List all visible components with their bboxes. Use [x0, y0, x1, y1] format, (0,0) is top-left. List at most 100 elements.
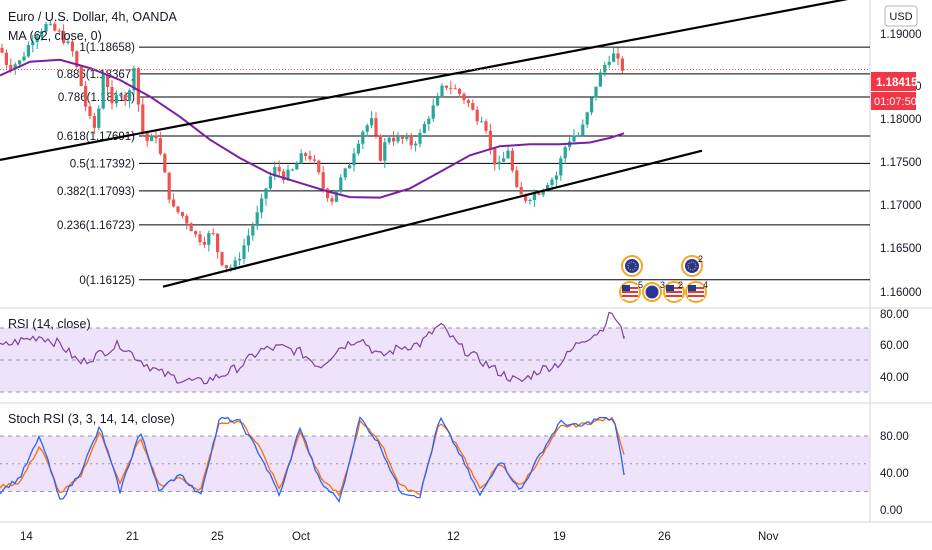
- svg-text:01:07:50: 01:07:50: [874, 96, 917, 108]
- candle-body: [502, 158, 506, 162]
- candle-body: [607, 61, 611, 65]
- candle-body: [216, 233, 220, 253]
- time-tick: 26: [658, 531, 671, 543]
- ma-line[interactable]: [0, 58, 625, 199]
- candle-body: [317, 160, 321, 173]
- time-tick: Oct: [292, 531, 311, 543]
- price-tick: 1.16500: [880, 243, 922, 255]
- candle-body: [299, 153, 303, 164]
- stoch-axis[interactable]: 80.00 40.00 0.00: [880, 431, 909, 517]
- candle-body: [57, 30, 61, 32]
- candle-body: [282, 171, 286, 181]
- price-tick: 1.19000: [880, 29, 922, 41]
- stoch-tick: 0.00: [880, 505, 902, 517]
- candle-body: [603, 64, 607, 73]
- rsi-tick: 80.00: [880, 309, 909, 321]
- candle-body: [537, 193, 541, 195]
- eu-flag-icon[interactable]: [621, 255, 643, 277]
- rsi-tick: 40.00: [880, 372, 909, 384]
- us-flag-icon[interactable]: [685, 281, 707, 303]
- candle-body: [141, 104, 145, 133]
- price-tick: 1.17500: [880, 157, 922, 169]
- eu-flag-icon[interactable]: [681, 255, 703, 277]
- candle-body: [378, 135, 382, 161]
- candle-body: [343, 168, 347, 178]
- candle-body: [136, 68, 140, 105]
- candle-body: [418, 132, 422, 144]
- fib-level-label: 0(1.16125): [79, 275, 135, 287]
- candle-body: [466, 100, 470, 104]
- candle-body: [70, 41, 74, 52]
- time-tick: 19: [553, 531, 566, 543]
- candle-body: [246, 235, 250, 246]
- price-tick: 1.17000: [880, 200, 922, 212]
- candlestick-series[interactable]: [0, 20, 624, 273]
- candle-body: [31, 42, 35, 46]
- time-axis[interactable]: 14 21 25 Oct 12 19 26 Nov: [20, 531, 779, 543]
- candle-body: [308, 155, 312, 160]
- candle-body: [255, 212, 259, 226]
- rsi-axis[interactable]: 80.00 60.00 40.00: [880, 309, 909, 384]
- candle-body: [616, 53, 620, 59]
- last-price-label: 1.18415: [871, 72, 918, 91]
- candle-body: [541, 189, 545, 195]
- candle-body: [290, 169, 294, 171]
- fib-level-label: 0.786(1.18116): [58, 92, 135, 104]
- us-flag-icon[interactable]: [619, 281, 641, 303]
- price-axis[interactable]: 1.19000 1.18500 1.18000 1.17500 1.17000 …: [880, 29, 922, 299]
- candle-body: [251, 225, 255, 236]
- eu-flag-icon[interactable]: [642, 282, 662, 302]
- time-tick: 25: [211, 531, 224, 543]
- candle-body: [321, 172, 325, 189]
- candle-body: [176, 206, 180, 213]
- us-flag-icon[interactable]: [663, 281, 685, 303]
- candle-body: [233, 260, 237, 268]
- rsi-title[interactable]: RSI (14, close): [8, 317, 91, 331]
- candle-body: [348, 165, 352, 169]
- candle-body: [92, 116, 96, 128]
- candle-body: [198, 234, 202, 243]
- candle-body: [515, 170, 519, 188]
- channel-lower-line[interactable]: [162, 149, 703, 288]
- candle-body: [26, 45, 30, 57]
- candle-body: [123, 94, 127, 101]
- candle-body: [220, 252, 224, 266]
- candle-body: [484, 121, 488, 131]
- candle-body: [53, 23, 57, 31]
- candle-body: [4, 52, 8, 65]
- fib-level-label: 0.5(1.17392): [70, 158, 135, 170]
- rsi-line[interactable]: [0, 311, 625, 385]
- candle-body: [185, 216, 189, 224]
- candle-body: [180, 212, 184, 217]
- stoch-k-line[interactable]: [0, 416, 625, 504]
- candle-body: [519, 187, 523, 195]
- candle-body: [400, 137, 404, 139]
- candle-body: [475, 109, 479, 122]
- candle-body: [286, 169, 290, 181]
- fib-retracement[interactable]: 1(1.18658)0.886(1.18367)0.786(1.18116)0.…: [57, 42, 870, 287]
- channel-upper-line[interactable]: [0, 0, 856, 162]
- currency-button[interactable]: USD: [884, 5, 918, 27]
- candle-body: [119, 94, 123, 96]
- candle-body: [330, 198, 334, 202]
- candle-body: [352, 153, 356, 166]
- candle-body: [128, 90, 132, 101]
- candle-body: [559, 158, 563, 176]
- event-count-badge: 2: [698, 254, 703, 264]
- stoch-tick: 80.00: [880, 431, 909, 443]
- candle-body: [114, 95, 118, 104]
- economic-events[interactable]: 2 5 3 2 4: [619, 254, 708, 303]
- candle-body: [510, 150, 514, 171]
- candle-body: [48, 23, 52, 25]
- candle-body: [88, 106, 92, 117]
- candle-body: [493, 148, 497, 165]
- event-count-badge: 5: [638, 280, 643, 290]
- candle-body: [383, 142, 387, 161]
- stoch-rsi-title[interactable]: Stoch RSI (3, 3, 14, 14, close): [8, 412, 175, 426]
- candle-body: [295, 163, 299, 170]
- candle-body: [506, 150, 510, 159]
- candle-body: [594, 86, 598, 98]
- candle-body: [18, 60, 22, 65]
- ma-indicator-title[interactable]: MA (62, close, 0): [8, 29, 102, 43]
